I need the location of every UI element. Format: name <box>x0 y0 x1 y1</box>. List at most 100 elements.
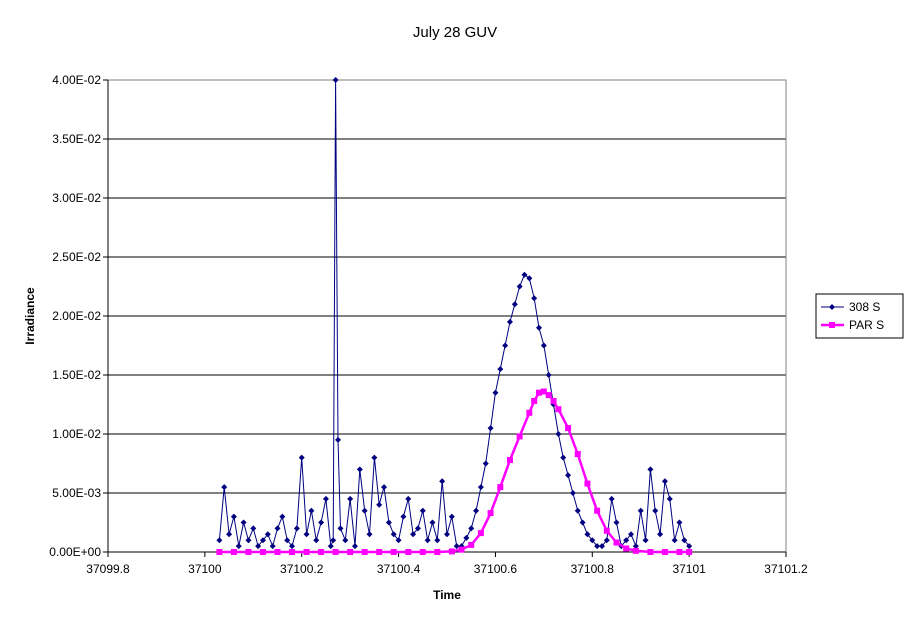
data-point <box>632 543 639 550</box>
data-point <box>216 549 223 555</box>
legend-marker <box>829 304 835 310</box>
data-point <box>356 466 363 473</box>
data-point <box>531 295 538 302</box>
legend-label: PAR S <box>849 318 884 332</box>
data-point <box>405 495 412 502</box>
data-point <box>293 525 300 532</box>
data-point <box>448 548 455 555</box>
data-point <box>376 501 383 508</box>
data-point <box>439 478 446 485</box>
chart-title: July 28 GUV <box>413 24 497 41</box>
data-point <box>661 478 668 485</box>
data-point <box>589 537 596 544</box>
data-point <box>613 519 620 526</box>
data-point <box>468 541 475 548</box>
x-tick-label: 37100 <box>188 562 222 576</box>
data-point <box>676 549 683 555</box>
y-tick-label: 5.00E-03 <box>52 486 101 500</box>
data-point <box>637 507 644 514</box>
data-point <box>269 543 276 550</box>
data-point <box>289 543 296 550</box>
data-point <box>652 507 659 514</box>
y-tick-label: 3.00E-02 <box>52 191 101 205</box>
data-point <box>579 519 586 526</box>
data-point <box>526 275 533 282</box>
data-point <box>497 484 504 491</box>
data-point <box>361 549 368 555</box>
data-point <box>569 490 576 496</box>
data-point <box>603 537 610 544</box>
series-line <box>219 390 690 554</box>
data-point <box>647 549 654 555</box>
y-tick-label: 3.50E-02 <box>52 132 101 146</box>
data-point <box>330 537 337 544</box>
legend: 308 S PAR S <box>815 293 904 339</box>
data-point <box>390 549 397 555</box>
data-point <box>424 537 431 544</box>
data-point <box>666 495 673 502</box>
data-point <box>337 525 344 532</box>
y-tick-label: 1.00E-02 <box>52 427 101 441</box>
data-point <box>506 318 513 325</box>
data-point <box>245 537 252 544</box>
x-tick-label: 37100.2 <box>280 562 324 576</box>
data-point <box>347 549 354 555</box>
data-point <box>623 545 630 552</box>
legend-item: 308 S <box>821 300 880 314</box>
data-point <box>395 537 402 544</box>
data-point <box>574 451 581 458</box>
series-line <box>218 79 690 548</box>
data-point <box>318 519 325 526</box>
data-point <box>400 513 407 520</box>
data-point <box>259 549 266 555</box>
data-point <box>429 519 436 526</box>
data-point <box>565 472 572 479</box>
data-point <box>434 549 441 555</box>
data-point <box>419 507 426 514</box>
data-point <box>487 510 494 517</box>
data-point <box>555 406 562 413</box>
data-point <box>245 549 252 555</box>
data-point <box>632 547 639 554</box>
data-point <box>560 454 567 461</box>
data-point <box>526 409 533 416</box>
data-point <box>434 537 441 544</box>
data-point <box>540 388 547 395</box>
data-point <box>366 531 373 538</box>
data-point <box>385 519 392 526</box>
y-tick-label: 1.50E-02 <box>52 368 101 382</box>
data-point <box>516 283 523 290</box>
y-axis-title: Irradiance <box>23 287 37 345</box>
data-point <box>284 537 291 544</box>
data-point <box>613 539 620 546</box>
data-point <box>642 537 649 544</box>
data-point <box>230 549 237 555</box>
data-point <box>259 537 266 544</box>
data-point <box>298 454 305 461</box>
data-point <box>473 507 480 514</box>
data-point <box>361 507 368 514</box>
data-point <box>240 519 247 526</box>
data-point <box>303 531 310 538</box>
y-tick-label: 4.00E-02 <box>52 73 101 87</box>
data-point <box>216 537 223 544</box>
data-point <box>347 495 354 502</box>
data-point <box>221 484 228 491</box>
data-point <box>235 543 242 550</box>
data-point <box>545 392 552 399</box>
data-point <box>332 77 339 83</box>
x-tick-label: 37100.8 <box>571 562 615 576</box>
data-point <box>661 549 668 555</box>
data-point <box>536 389 543 396</box>
series-layer <box>216 77 693 555</box>
data-point <box>458 546 465 553</box>
data-point <box>250 525 257 532</box>
data-point <box>274 549 281 555</box>
data-point <box>410 531 417 538</box>
data-point <box>608 495 615 502</box>
data-point <box>545 372 552 378</box>
legend-label: 308 S <box>849 300 880 314</box>
data-point <box>686 543 693 550</box>
data-point <box>371 454 378 461</box>
